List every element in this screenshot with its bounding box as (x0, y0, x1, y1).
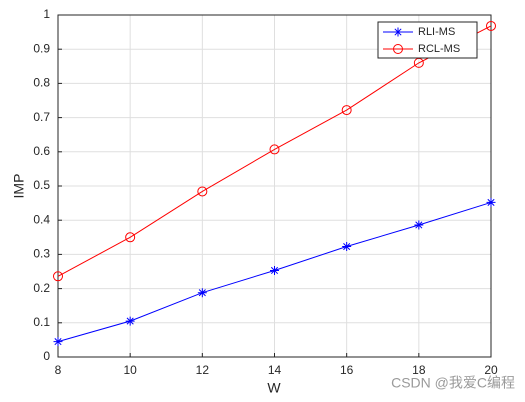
y-tick-label: 0.9 (33, 41, 50, 55)
x-tick-label: 20 (484, 363, 498, 377)
x-axis-label: W (267, 380, 281, 396)
marker (53, 337, 63, 347)
marker (125, 316, 135, 326)
series-line (57, 25, 492, 277)
y-tick-label: 0.4 (33, 212, 50, 226)
y-tick-label: 0 (43, 349, 50, 363)
marker (269, 144, 280, 155)
marker (270, 265, 279, 275)
marker (414, 220, 424, 230)
marker (53, 271, 63, 282)
y-axis-label: IMP (11, 174, 27, 199)
legend-label: RLI-MS (418, 26, 455, 38)
x-tick-label: 12 (196, 363, 210, 377)
watermark: CSDN @我爱C编程 (391, 375, 515, 391)
x-tick-label: 14 (268, 363, 282, 377)
marker (125, 232, 136, 243)
marker (197, 186, 208, 197)
marker (341, 105, 352, 116)
legend-marker (393, 44, 403, 54)
y-tick-label: 0.1 (33, 315, 50, 329)
x-tick-label: 10 (123, 363, 137, 377)
marker (342, 242, 352, 252)
y-tick-label: 0.2 (33, 281, 50, 295)
y-tick-label: 0.6 (33, 144, 50, 158)
legend-label: RCL-MS (418, 43, 460, 55)
x-tick-label: 16 (340, 363, 354, 377)
y-tick-label: 0.5 (33, 178, 50, 192)
y-tick-label: 1 (43, 7, 50, 21)
x-tick-label: 8 (55, 363, 62, 377)
marker (486, 20, 496, 31)
y-tick-label: 0.7 (33, 110, 50, 124)
x-tick-label: 18 (412, 363, 426, 377)
y-tick-label: 0.3 (33, 247, 50, 261)
y-tick-label: 0.8 (33, 76, 50, 90)
marker (486, 197, 496, 207)
legend-marker (393, 27, 403, 37)
marker (197, 288, 207, 298)
axes-box (57, 14, 492, 358)
